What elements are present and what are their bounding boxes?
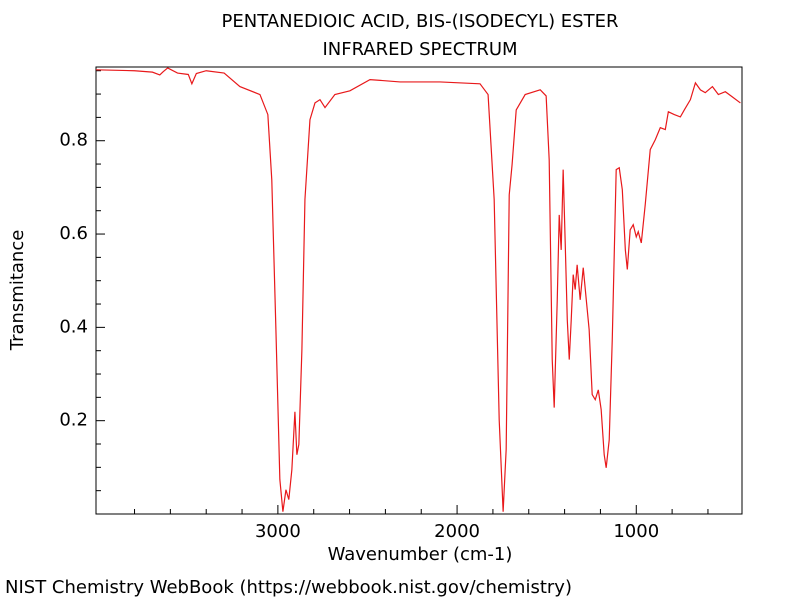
footer: NIST Chemistry WebBook (https://webbook.… xyxy=(5,577,572,598)
x-tick-label: 3000 xyxy=(255,521,301,542)
y-axis-label: Transmitance xyxy=(7,230,28,352)
y-tick-label: 0.6 xyxy=(59,223,88,244)
chart-title: PENTANEDIOIC ACID, BIS-(ISODECYL) ESTER xyxy=(222,11,619,32)
chart-subtitle: INFRARED SPECTRUM xyxy=(322,39,517,60)
y-tick-label: 0.8 xyxy=(59,130,88,151)
x-tick-label: 1000 xyxy=(613,521,659,542)
y-tick-label: 0.4 xyxy=(59,316,88,337)
x-tick-label: 2000 xyxy=(434,521,480,542)
spectrum-line xyxy=(95,67,741,512)
y-tick-label: 0.2 xyxy=(59,410,88,431)
x-axis-label: Wavenumber (cm-1) xyxy=(328,544,513,565)
plot-frame xyxy=(95,66,743,515)
